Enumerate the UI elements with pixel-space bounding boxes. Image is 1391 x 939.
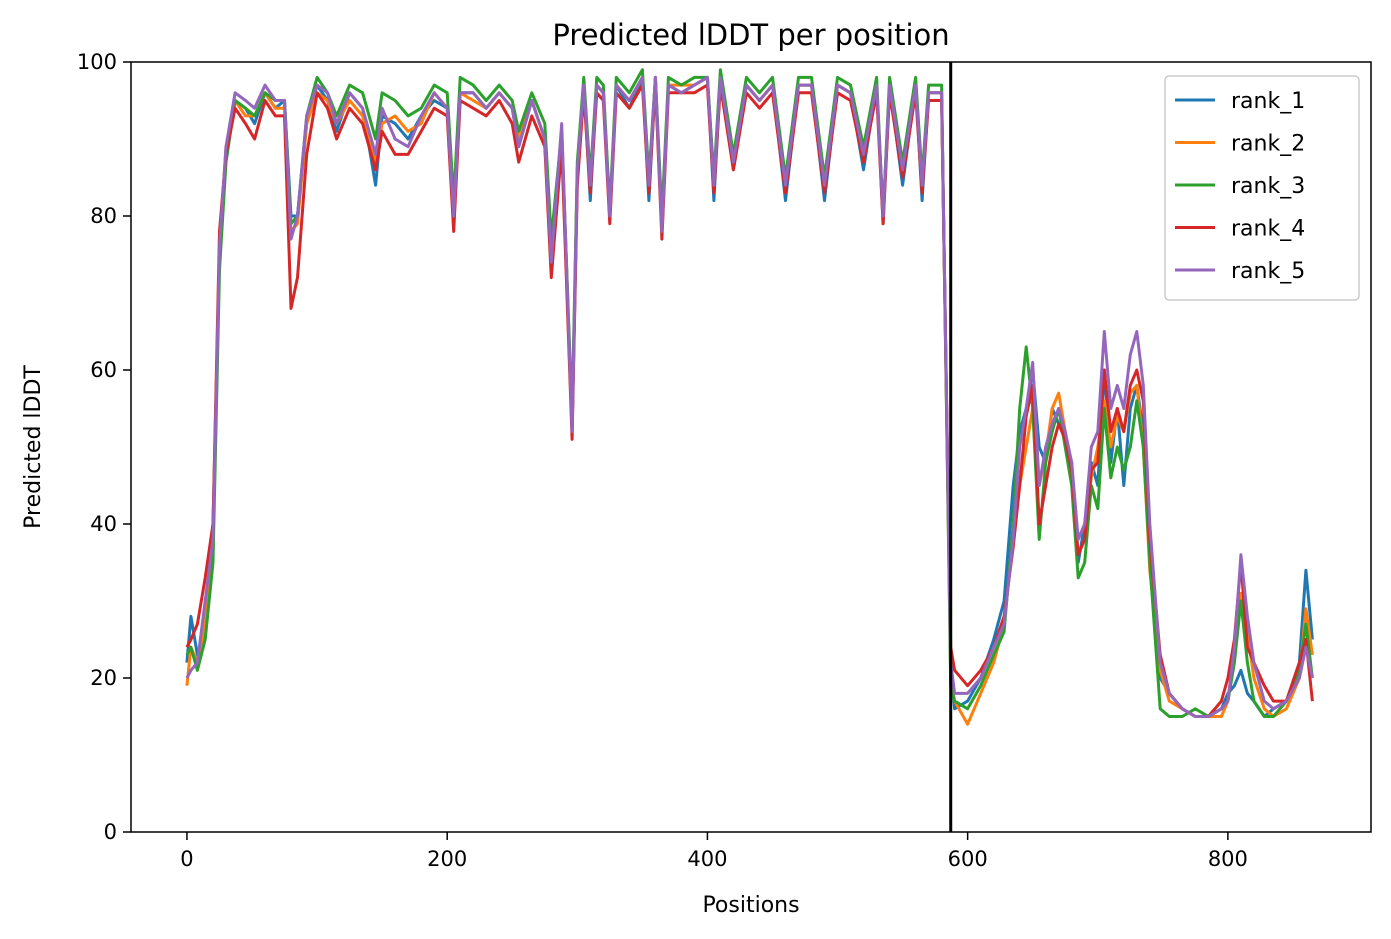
legend-label: rank_4 — [1231, 217, 1305, 242]
y-axis-label: Predicted lDDT — [21, 365, 46, 529]
series-layer — [185, 68, 1314, 726]
y-tick-label: 20 — [90, 666, 117, 690]
y-tick-label: 60 — [90, 358, 117, 382]
chart-title: Predicted lDDT per position — [552, 18, 949, 52]
x-tick-label: 600 — [948, 847, 988, 871]
legend-box — [1164, 75, 1360, 301]
legend-label: rank_2 — [1231, 132, 1305, 157]
x-tick-label: 800 — [1208, 847, 1248, 871]
axes-frame — [130, 61, 1372, 833]
y-tick-label: 40 — [90, 512, 117, 536]
y-tick-label: 0 — [104, 820, 117, 844]
legend-label: rank_1 — [1231, 89, 1305, 114]
x-tick-label: 400 — [687, 847, 727, 871]
x-tick-label: 200 — [427, 847, 467, 871]
series-line-rank-3 — [185, 68, 1314, 718]
y-tick-label: 100 — [77, 50, 117, 74]
legend-label: rank_3 — [1231, 174, 1305, 199]
y-axis-ticks: 0 20 40 60 80 100 — [77, 50, 131, 844]
x-axis-ticks: 0 200 400 600 800 — [180, 832, 1248, 871]
series-line-rank-4 — [185, 83, 1314, 718]
legend: rank_1 rank_2 rank_3 rank_4 rank_5 — [1164, 75, 1360, 301]
legend-label: rank_5 — [1231, 259, 1305, 284]
y-tick-label: 80 — [90, 204, 117, 228]
x-tick-label: 0 — [180, 847, 193, 871]
x-axis-label: Positions — [702, 893, 799, 918]
series-line-rank-5 — [185, 75, 1314, 718]
